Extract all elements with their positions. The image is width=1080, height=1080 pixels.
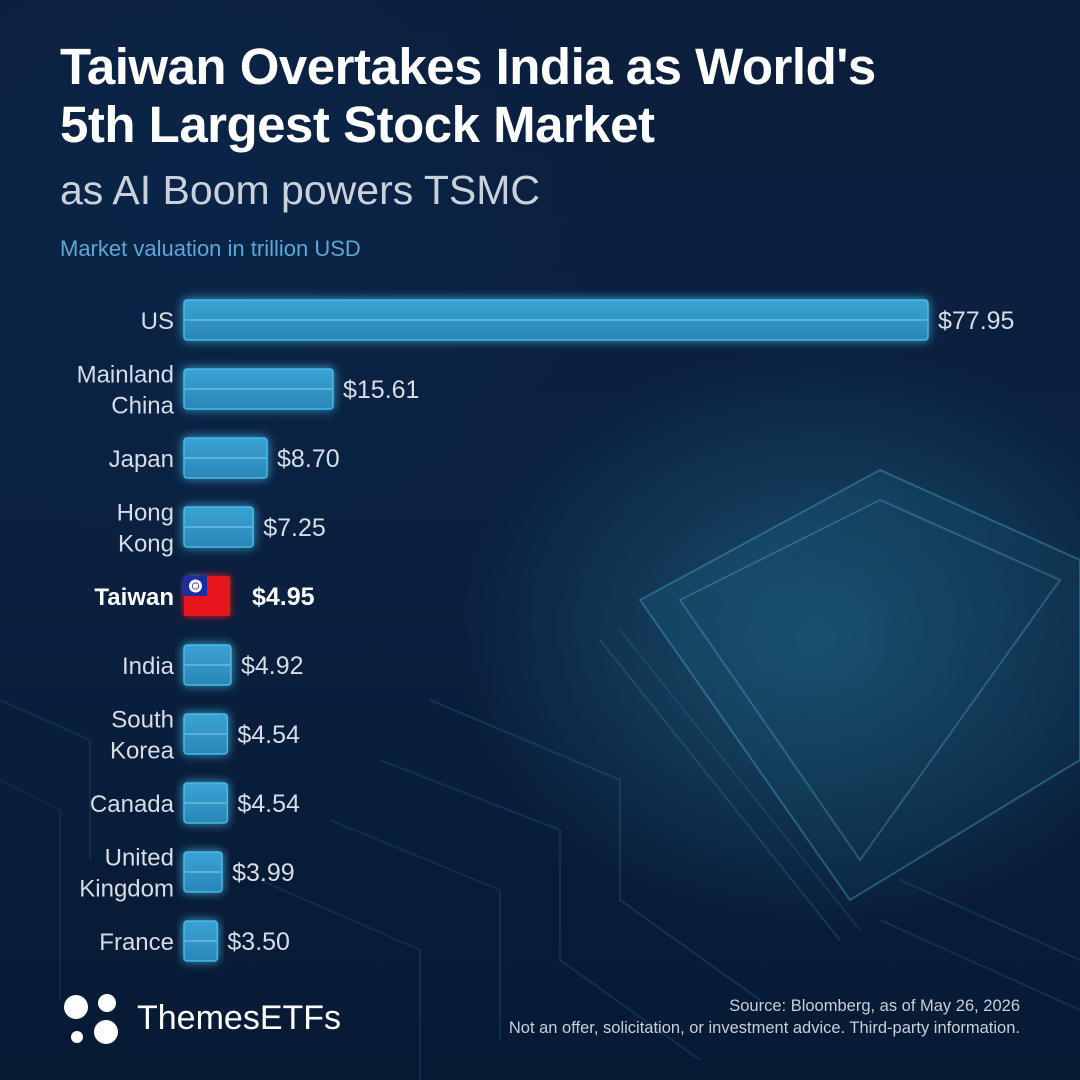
category-label: South Korea: [110, 707, 175, 765]
category-label-line: United: [105, 845, 174, 872]
category-label-line: Taiwan: [94, 584, 174, 611]
bar-group-2: Japan $8.70: [109, 437, 340, 479]
chart-subtitle: as AI Boom powers TSMC: [60, 167, 541, 213]
value-label: $77.95: [938, 307, 1014, 335]
category-label-line: US: [141, 308, 174, 335]
category-label-line: Canada: [90, 791, 175, 818]
bar-group-4: Taiwan $4.95: [94, 576, 315, 616]
category-label-line: China: [111, 393, 174, 420]
title-line-2: 5th Largest Stock Market: [60, 96, 655, 153]
bar-group-5: India $4.92: [122, 644, 304, 686]
themes-dots-logo-icon: [64, 994, 118, 1044]
category-label-line: South: [111, 707, 174, 734]
category-label: Canada: [90, 791, 175, 818]
category-label: India: [122, 653, 175, 680]
category-label: Mainland China: [77, 362, 175, 420]
value-label: $3.50: [227, 928, 290, 956]
value-label: $4.92: [241, 652, 304, 680]
bar-group-0: US $77.95: [141, 299, 1014, 341]
category-label: US: [141, 308, 174, 335]
category-label-line: Mainland: [77, 362, 174, 389]
bar-group-8: United Kingdom $3.99: [79, 845, 294, 903]
category-label-line: Japan: [109, 446, 174, 473]
value-label: $7.25: [263, 514, 326, 542]
source-note: Source: Bloomberg, as of May 26, 2026: [729, 997, 1020, 1015]
category-label: Hong Kong: [117, 500, 174, 558]
bar-group-7: Canada $4.54: [90, 782, 300, 824]
category-label: France: [99, 929, 174, 956]
value-label: $4.54: [237, 790, 300, 818]
category-label-line: India: [122, 653, 175, 680]
bar-group-3: Hong Kong $7.25: [117, 500, 326, 558]
flag-sun-core: [192, 583, 199, 589]
title-line-1: Taiwan Overtakes India as World's: [60, 38, 876, 95]
category-label-line: Hong: [117, 500, 174, 527]
disclaimer-note: Not an offer, solicitation, or investmen…: [508, 1019, 1020, 1037]
category-label-line: Kong: [118, 531, 174, 558]
value-label: $4.95: [252, 583, 315, 611]
chart-title: Taiwan Overtakes India as World's 5th La…: [60, 38, 1020, 154]
value-label: $3.99: [232, 859, 295, 887]
category-label: Taiwan: [94, 584, 174, 611]
value-label: $8.70: [277, 445, 340, 473]
category-label-line: France: [99, 929, 174, 956]
bar-group-1: Mainland China $15.61: [77, 362, 420, 420]
bar-group-6: South Korea $4.54: [110, 707, 300, 765]
category-label-line: Korea: [110, 738, 175, 765]
brand-name: ThemesETFs: [137, 999, 342, 1037]
axis-unit-label: Market valuation in trillion USD: [60, 236, 361, 261]
value-label: $4.54: [237, 721, 300, 749]
bar-group-9: France $3.50: [99, 920, 290, 962]
value-label: $15.61: [343, 376, 419, 404]
category-label-line: Kingdom: [79, 876, 174, 903]
category-label: Japan: [109, 446, 174, 473]
footer-notes: Source: Bloomberg, as of May 26, 2026 No…: [509, 995, 1020, 1039]
category-label: United Kingdom: [79, 845, 174, 903]
taiwan-flag-icon: [184, 576, 230, 616]
